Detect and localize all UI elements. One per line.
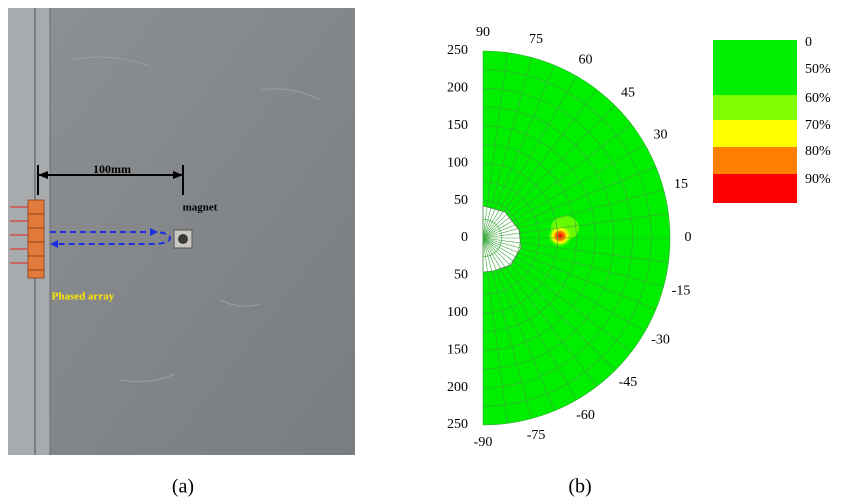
grid-spoke [482, 237, 669, 263]
grid-spoke [482, 166, 656, 239]
legend-swatch [713, 95, 797, 120]
legend-swatch [713, 174, 797, 203]
grid-spoke [482, 105, 616, 239]
legend-label: 60% [805, 91, 831, 106]
angle-label: -60 [576, 408, 595, 423]
grid-spoke [482, 237, 646, 332]
angle-label: 15 [674, 177, 688, 192]
grid-spoke [482, 237, 508, 424]
photo: 100mm magnet Phased array [8, 8, 355, 455]
radius-label: 100 [447, 305, 468, 320]
magnet-label: magnet [183, 202, 218, 214]
legend: 0 50% 60% 70% 80% 90% [713, 35, 831, 203]
angle-label: -90 [474, 435, 493, 450]
radius-label: 100 [447, 155, 468, 170]
legend-label: 70% [805, 118, 831, 133]
polar-map: 90 75604530150-15-30-45-60-75-90250200150… [447, 25, 692, 450]
angle-label: 60 [579, 53, 593, 68]
grid-spoke [482, 237, 532, 419]
angle-label: -45 [619, 375, 638, 390]
radius-label: 250 [447, 43, 468, 58]
grid-spoke [482, 75, 577, 239]
caption: (a) [172, 476, 194, 498]
legend-label: 50% [805, 62, 831, 77]
grid-spoke [482, 237, 656, 310]
angle-label: -30 [651, 333, 670, 348]
angle-label: 30 [654, 128, 668, 143]
grid-spoke [482, 237, 632, 353]
grid-spoke [482, 144, 646, 239]
grid-spoke [482, 189, 664, 239]
grid-spoke [482, 237, 664, 287]
legend-label: 80% [805, 144, 831, 159]
radius-label: 150 [447, 118, 468, 133]
dimension-label: 100mm [93, 162, 131, 176]
legend-swatch [713, 147, 797, 174]
angle-label: 0 [685, 230, 692, 245]
radius-label: 50 [454, 193, 468, 208]
angle-label: -15 [672, 283, 691, 298]
angle-label: 45 [621, 85, 635, 100]
grid-spoke [482, 237, 598, 387]
grid-spoke [482, 57, 532, 239]
hotspot [548, 225, 572, 247]
caption: (b) [568, 476, 591, 498]
grid-spoke [482, 237, 555, 411]
radius-label: 200 [447, 81, 468, 96]
angle-label: -75 [527, 428, 546, 443]
grid-spoke [482, 89, 598, 239]
radius-label: 50 [454, 268, 468, 283]
radius-label: 250 [447, 417, 468, 432]
grid-spoke [482, 52, 508, 239]
angle-label: 75 [529, 32, 543, 47]
grid-spoke [482, 213, 669, 239]
radius-label: 150 [447, 342, 468, 357]
legend-swatch [713, 40, 797, 95]
legend-label: 0 [805, 35, 812, 50]
angle-label: 90 [476, 25, 490, 40]
legend-swatch [713, 120, 797, 147]
blind-zone [482, 205, 522, 273]
grid-spoke [482, 237, 616, 371]
grid-spoke [482, 237, 577, 401]
array-label: Phased array [52, 291, 115, 303]
grid-spoke [482, 123, 632, 239]
grid-spoke [482, 65, 555, 239]
radius-label: 200 [447, 380, 468, 395]
legend-label: 90% [805, 172, 831, 187]
radius-label: 0 [461, 230, 468, 245]
